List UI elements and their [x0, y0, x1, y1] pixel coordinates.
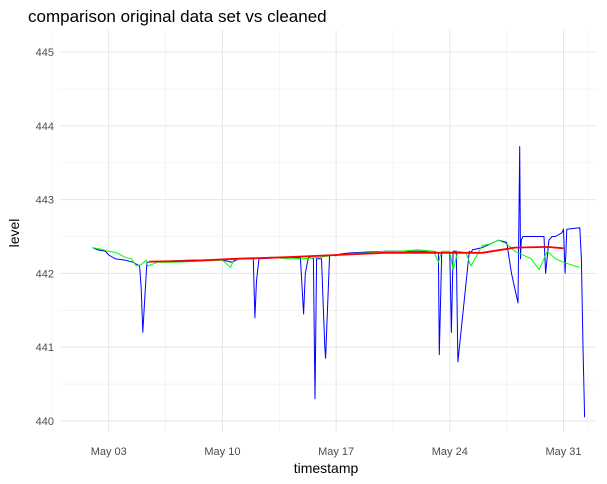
x-axis-title: timestamp	[294, 460, 359, 476]
chart-title: comparison original data set vs cleaned	[28, 7, 327, 26]
x-tick-label: May 24	[432, 446, 468, 458]
grid	[51, 30, 596, 432]
x-tick-labels: May 03 May 10 May 17 May 24 May 31	[91, 446, 582, 458]
x-tick-label: May 17	[318, 446, 354, 458]
y-tick-label: 445	[36, 47, 54, 59]
y-tick-label: 442	[36, 268, 54, 280]
y-tick-labels: 440 441 442 443 444 445	[36, 47, 54, 428]
y-tick-label: 441	[36, 342, 54, 354]
y-tick-label: 440	[36, 416, 54, 428]
y-tick-label: 443	[36, 195, 54, 207]
x-tick-label: May 31	[545, 446, 581, 458]
x-tick-label: May 10	[204, 446, 240, 458]
series-group	[92, 146, 586, 418]
y-axis-title: level	[6, 219, 22, 248]
series-line-1	[92, 146, 586, 418]
series-line-3	[149, 245, 564, 263]
x-tick-label: May 03	[91, 446, 127, 458]
y-tick-label: 444	[36, 121, 54, 133]
